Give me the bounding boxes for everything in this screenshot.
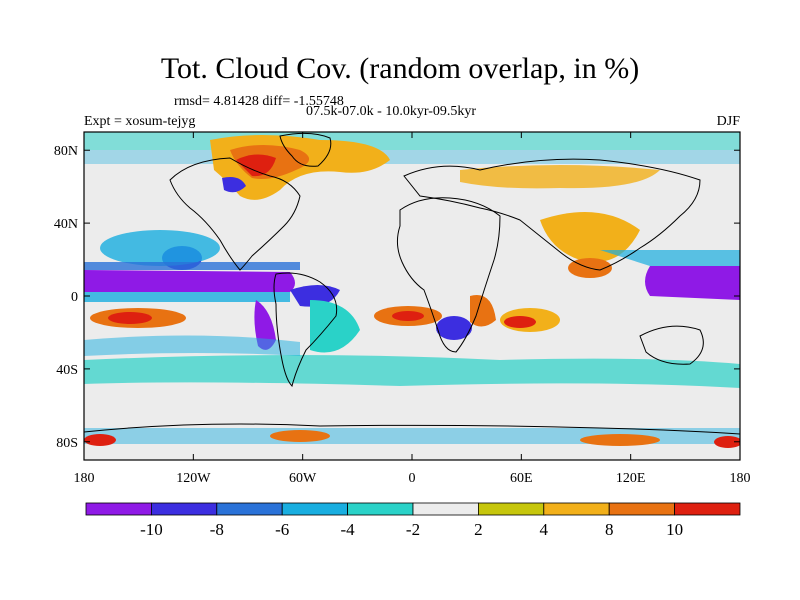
patch-south-pacific-cyan: [84, 335, 300, 356]
colorbar-swatch: [412, 502, 479, 516]
y-tick-label: 40N: [54, 217, 78, 232]
patch-arctic-band-2: [84, 150, 740, 164]
y-tick-label: 80N: [54, 144, 78, 159]
x-tick-label: 60E: [510, 471, 533, 486]
patch-eq-pacific-blue-top: [84, 262, 300, 270]
period-text: 07.5k-07.0k - 10.0kyr-09.5kyr: [306, 104, 477, 119]
patch-eq-pacific-purple: [84, 270, 295, 292]
colorbar-label: -4: [341, 520, 356, 539]
antarctica-outline: [84, 423, 740, 435]
patch-satlantic-red: [392, 311, 424, 321]
colorbar-swatch: [347, 502, 414, 516]
experiment-label: Expt = xosum-tejyg: [84, 114, 196, 129]
patch-canada-blue: [222, 177, 246, 193]
patch-southern-ocean-teal: [84, 355, 740, 388]
anomaly-field: [84, 132, 740, 460]
colorbar-swatch: [85, 502, 152, 516]
x-tick-label: 60W: [289, 471, 317, 486]
colorbar-swatch: [608, 502, 676, 516]
patch-asia-orange: [540, 212, 640, 262]
patch-antarctic-red-2: [714, 436, 740, 448]
patch-indianocean-red: [504, 316, 536, 328]
africa-outline: [396, 197, 501, 353]
patch-antarctic-margin: [84, 428, 740, 444]
colorbar-label: -2: [406, 520, 420, 539]
patch-eq-pacific-cyan-bottom: [84, 292, 290, 302]
y-tick-label: 80S: [56, 436, 78, 451]
x-axis: 180 120W 60W 0 60E 120E 180: [74, 132, 751, 486]
patch-canada-red: [236, 154, 276, 177]
stats-text: rmsd= 4.81428 diff= -1.55748: [174, 94, 344, 109]
patch-antarctic-orange-2: [580, 434, 660, 446]
north-america-outline: [169, 157, 301, 271]
patch-se-pacific-red: [108, 312, 152, 324]
greenland-outline: [279, 132, 332, 167]
x-tick-label: 120E: [616, 471, 646, 486]
colorbar-label: -10: [140, 520, 163, 539]
colorbar-swatch: [543, 502, 610, 516]
patch-eastafrica-orange: [470, 295, 496, 327]
colorbar-label: 10: [666, 520, 683, 539]
patch-antarctic-orange: [270, 430, 330, 442]
colorbar-swatch: [216, 502, 283, 516]
patch-siberia-orange: [460, 165, 660, 189]
season-label: DJF: [716, 114, 740, 129]
colorbar-swatch: [477, 502, 545, 516]
colorbar-label: 2: [474, 520, 483, 539]
y-axis: 80N 40N 0 40S 80S: [54, 144, 740, 451]
x-tick-label: 120W: [176, 471, 211, 486]
colorbar-swatch: [150, 502, 218, 516]
australia-outline: [639, 325, 704, 365]
colorbar-swatch: [281, 502, 349, 516]
colorbar-label: 4: [540, 520, 549, 539]
x-tick-label: 180: [730, 471, 751, 486]
colorbar-label: -6: [275, 520, 289, 539]
patch-brazil-teal: [310, 300, 360, 353]
y-tick-label: 0: [71, 290, 78, 305]
colorbar-swatch: [674, 502, 741, 516]
patch-wpacific-purple: [645, 266, 740, 300]
coastlines: [84, 132, 740, 435]
patch-southafrica-blue: [436, 316, 472, 340]
patch-samerica-purple: [254, 300, 276, 350]
colorbar-label: 8: [605, 520, 614, 539]
colorbar: -10 -8 -6 -4 -2 2 4 8 10: [85, 502, 741, 539]
colorbar-label: -8: [210, 520, 224, 539]
y-tick-label: 40S: [56, 363, 78, 378]
chart-title: Tot. Cloud Cov. (random overlap, in %): [160, 52, 640, 85]
x-tick-label: 180: [74, 471, 95, 486]
south-america-outline: [273, 272, 338, 387]
patch-wpacific-cyan: [600, 250, 740, 266]
patch-samerica-blue: [290, 285, 340, 307]
eurasia-outline: [403, 158, 701, 271]
x-tick-label: 0: [409, 471, 416, 486]
patch-npacific-cyan: [100, 230, 220, 266]
patch-antarctic-red: [84, 434, 116, 446]
